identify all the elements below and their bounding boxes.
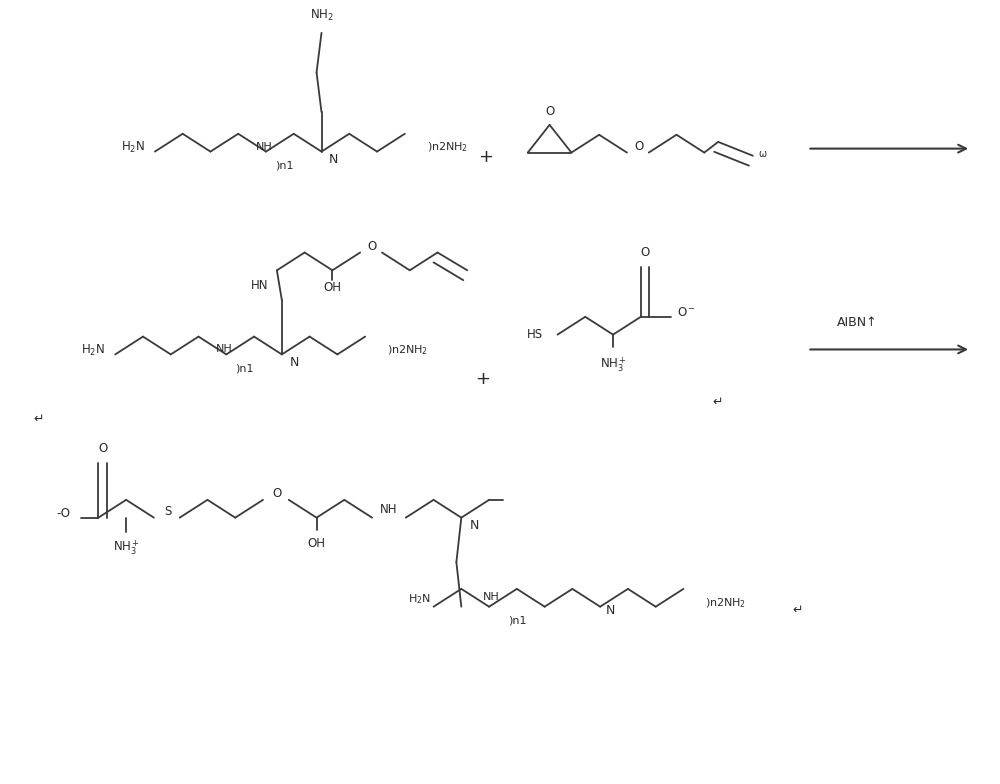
Text: NH: NH [380,503,398,516]
Text: S: S [164,505,171,518]
Text: H$_2$N: H$_2$N [81,343,105,358]
Text: HN: HN [251,278,269,292]
Text: ↵: ↵ [792,604,803,617]
Text: O: O [367,240,377,253]
Text: )n1: )n1 [235,363,253,373]
Text: ↵: ↵ [34,412,44,425]
Text: O: O [640,246,649,259]
Text: AIBN↑: AIBN↑ [837,316,877,329]
Text: O: O [272,488,282,500]
Text: +: + [478,147,493,165]
Text: HS: HS [527,328,543,341]
Text: )n2NH$_2$: )n2NH$_2$ [387,343,428,358]
Text: H$_2$N: H$_2$N [408,592,431,606]
Text: O$^-$: O$^-$ [677,307,696,319]
Text: N: N [605,604,615,617]
Text: NH: NH [483,592,499,602]
Text: O: O [98,442,107,455]
Text: -O: -O [57,507,71,521]
Text: O: O [545,104,554,118]
Text: NH: NH [216,344,233,354]
Text: N: N [290,356,299,368]
Text: +: + [475,370,490,388]
Text: NH$_3^+$: NH$_3^+$ [113,538,140,557]
Text: OH: OH [308,537,326,550]
Text: )n1: )n1 [275,161,293,170]
Text: OH: OH [323,281,341,294]
Text: ↵: ↵ [713,395,723,408]
Text: ω: ω [759,149,767,158]
Text: NH$_3^+$: NH$_3^+$ [600,355,627,374]
Text: N: N [329,153,338,166]
Text: )n2NH$_2$: )n2NH$_2$ [427,141,468,154]
Text: )n2NH$_2$: )n2NH$_2$ [705,596,746,609]
Text: O: O [634,140,643,153]
Text: NH$_2$: NH$_2$ [310,8,333,23]
Text: H$_2$N: H$_2$N [121,140,145,155]
Text: NH: NH [256,142,272,151]
Text: N: N [470,519,479,532]
Text: )n1: )n1 [508,615,526,626]
